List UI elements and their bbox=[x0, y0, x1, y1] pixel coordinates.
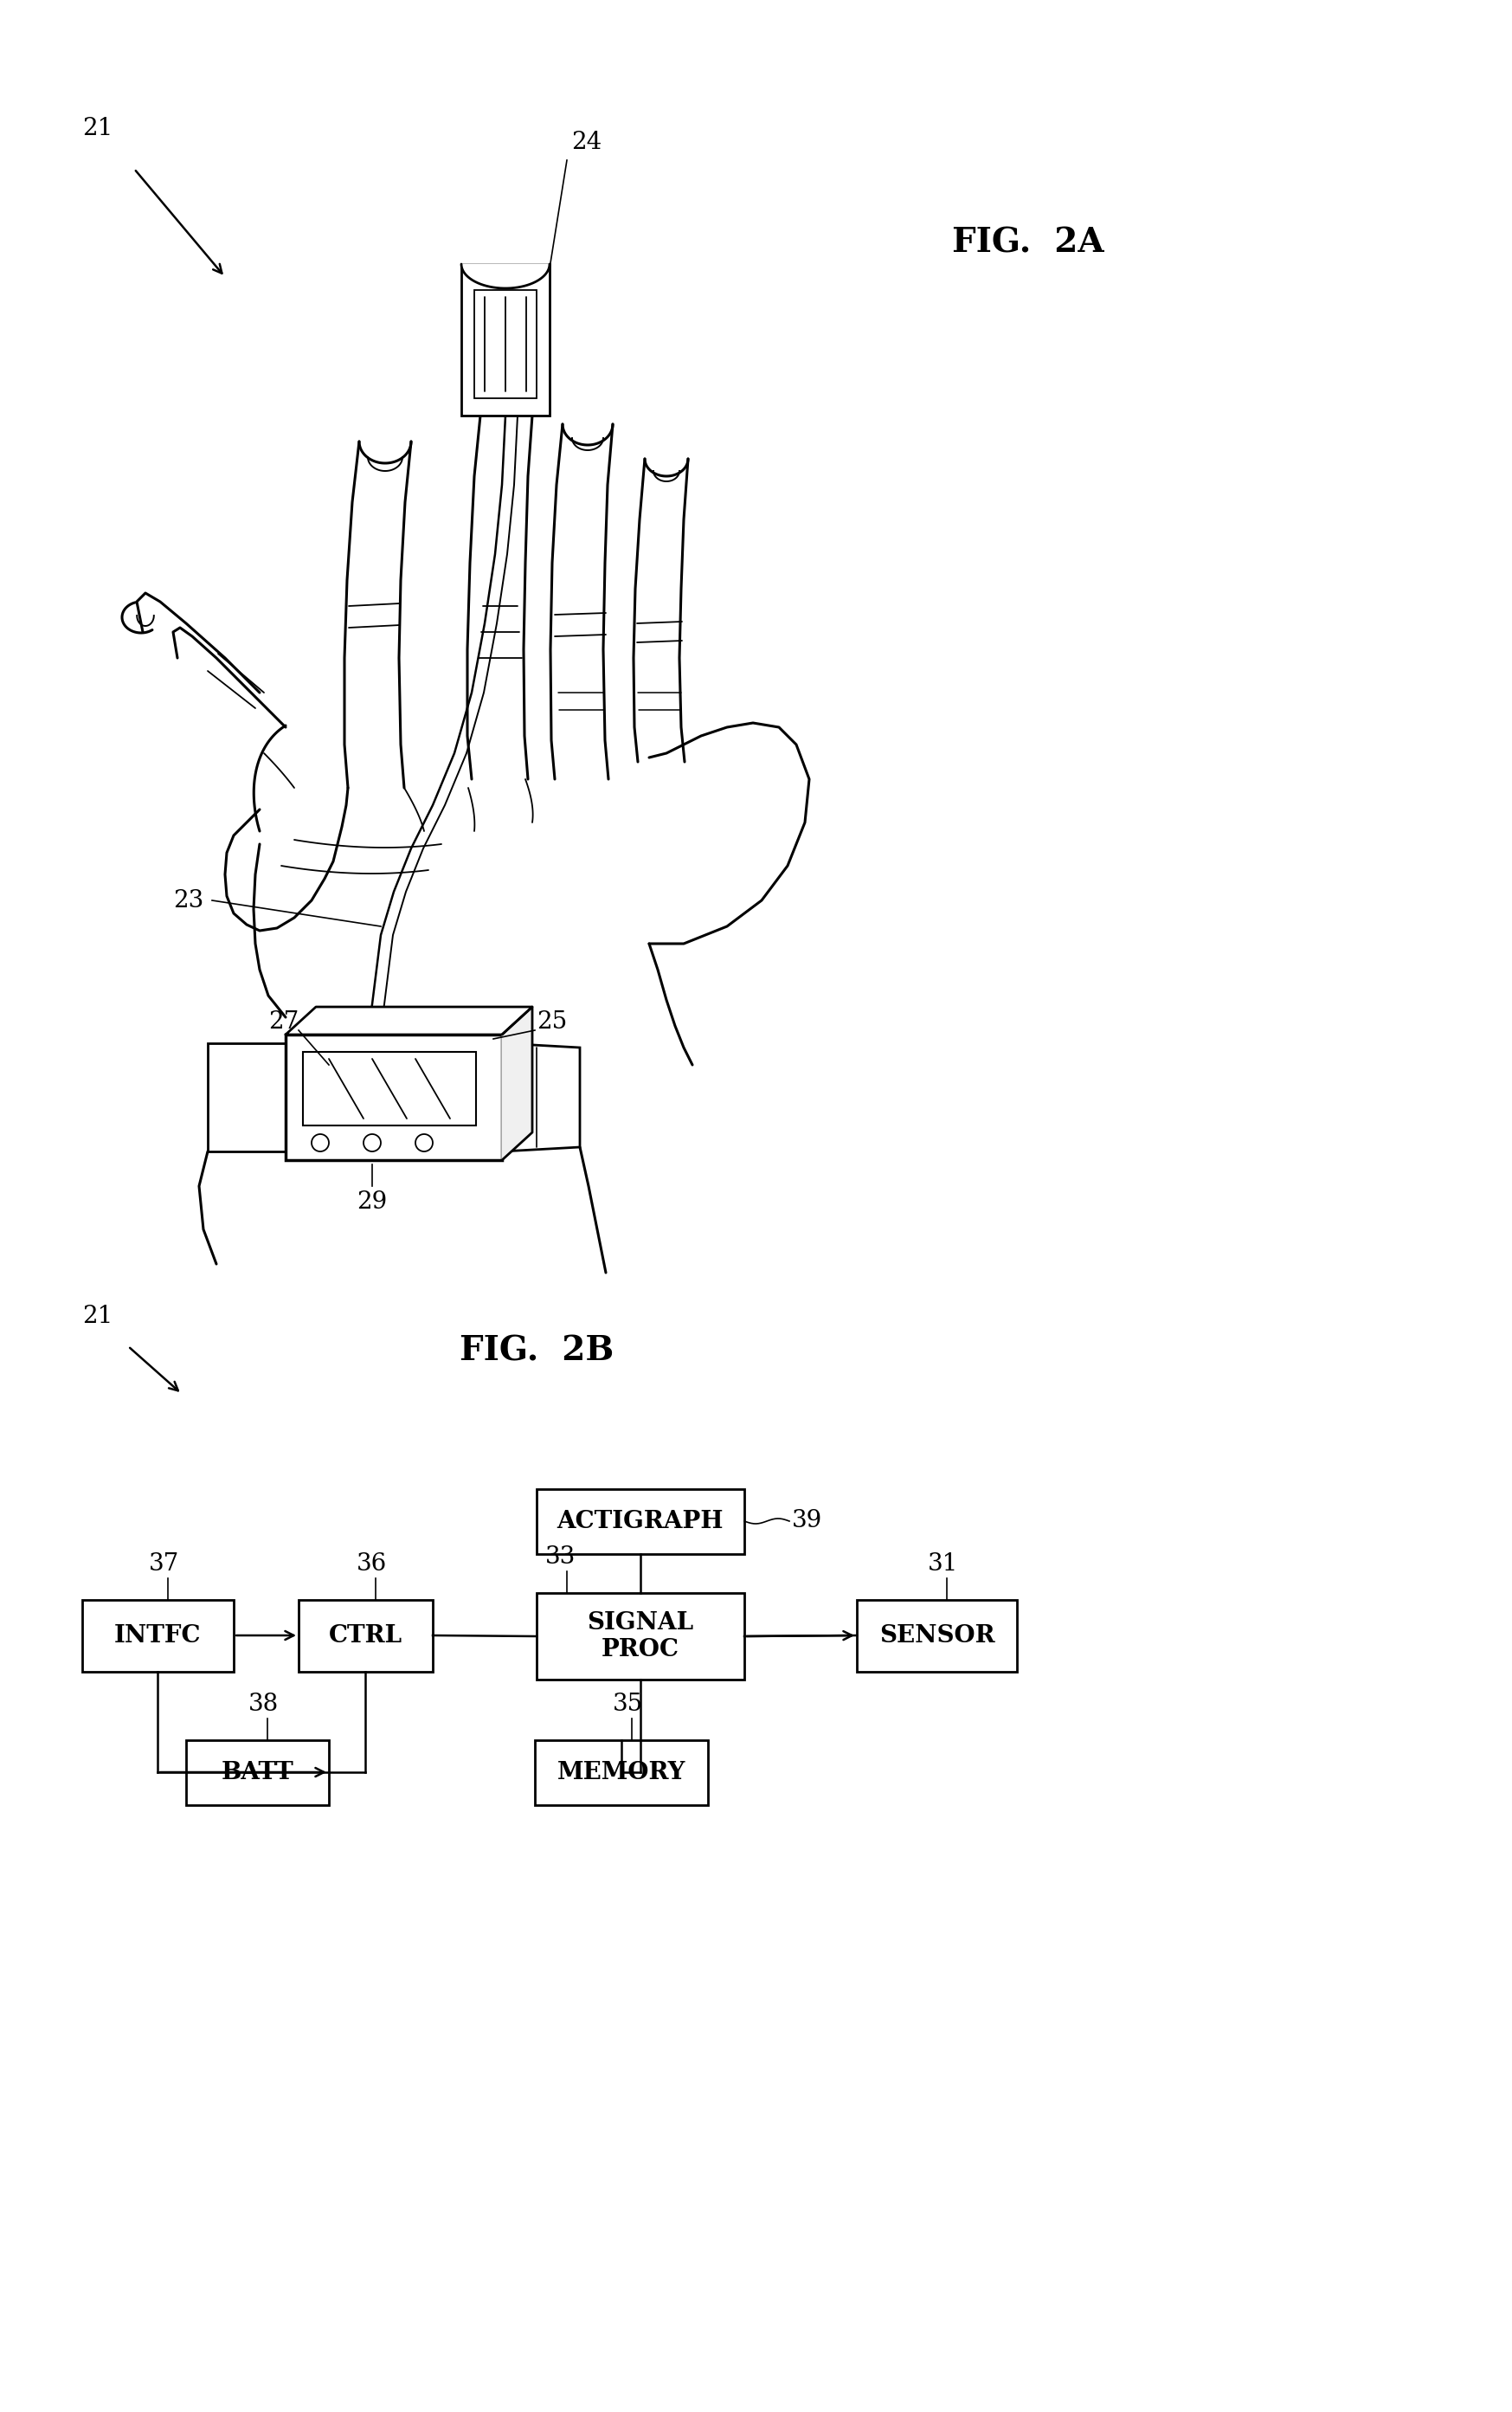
Text: INTFC: INTFC bbox=[115, 1623, 201, 1647]
Text: 21: 21 bbox=[82, 116, 113, 140]
Polygon shape bbox=[345, 441, 411, 789]
Text: 25: 25 bbox=[537, 1011, 567, 1032]
Text: 27: 27 bbox=[268, 1011, 299, 1032]
Circle shape bbox=[416, 1134, 432, 1151]
FancyBboxPatch shape bbox=[461, 263, 549, 415]
Text: BATT: BATT bbox=[221, 1761, 293, 1785]
Polygon shape bbox=[550, 425, 612, 779]
FancyBboxPatch shape bbox=[537, 1592, 744, 1679]
Text: 33: 33 bbox=[546, 1546, 576, 1568]
Text: 21: 21 bbox=[82, 1305, 113, 1327]
Polygon shape bbox=[221, 572, 797, 943]
Text: 35: 35 bbox=[612, 1693, 643, 1715]
Polygon shape bbox=[634, 458, 688, 762]
FancyBboxPatch shape bbox=[537, 1488, 744, 1553]
Text: 39: 39 bbox=[792, 1510, 823, 1532]
Polygon shape bbox=[122, 593, 286, 728]
Circle shape bbox=[311, 1134, 330, 1151]
Text: FIG.  2A: FIG. 2A bbox=[953, 227, 1104, 258]
Polygon shape bbox=[467, 415, 532, 779]
FancyBboxPatch shape bbox=[535, 1739, 708, 1804]
Text: 23: 23 bbox=[172, 888, 204, 912]
Polygon shape bbox=[461, 263, 549, 289]
Circle shape bbox=[363, 1134, 381, 1151]
Text: SIGNAL
PROC: SIGNAL PROC bbox=[587, 1611, 694, 1662]
Text: 24: 24 bbox=[572, 130, 602, 154]
Text: 38: 38 bbox=[248, 1693, 278, 1715]
FancyBboxPatch shape bbox=[475, 289, 537, 398]
Polygon shape bbox=[461, 263, 549, 415]
FancyBboxPatch shape bbox=[298, 1599, 432, 1672]
Text: 36: 36 bbox=[357, 1553, 387, 1575]
Text: CTRL: CTRL bbox=[328, 1623, 402, 1647]
FancyBboxPatch shape bbox=[857, 1599, 1018, 1672]
FancyBboxPatch shape bbox=[286, 1035, 502, 1160]
FancyBboxPatch shape bbox=[186, 1739, 330, 1804]
Polygon shape bbox=[286, 1006, 532, 1035]
Text: ACTIGRAPH: ACTIGRAPH bbox=[556, 1510, 724, 1534]
Text: 31: 31 bbox=[928, 1553, 959, 1575]
Polygon shape bbox=[502, 1044, 581, 1151]
Polygon shape bbox=[207, 1044, 286, 1151]
FancyBboxPatch shape bbox=[302, 1052, 476, 1126]
Text: 37: 37 bbox=[148, 1553, 180, 1575]
Text: FIG.  2B: FIG. 2B bbox=[460, 1334, 614, 1368]
Text: MEMORY: MEMORY bbox=[558, 1761, 685, 1785]
Text: 29: 29 bbox=[357, 1192, 387, 1213]
Polygon shape bbox=[286, 1035, 502, 1160]
Polygon shape bbox=[502, 1006, 532, 1160]
Text: SENSOR: SENSOR bbox=[878, 1623, 995, 1647]
FancyBboxPatch shape bbox=[82, 1599, 234, 1672]
